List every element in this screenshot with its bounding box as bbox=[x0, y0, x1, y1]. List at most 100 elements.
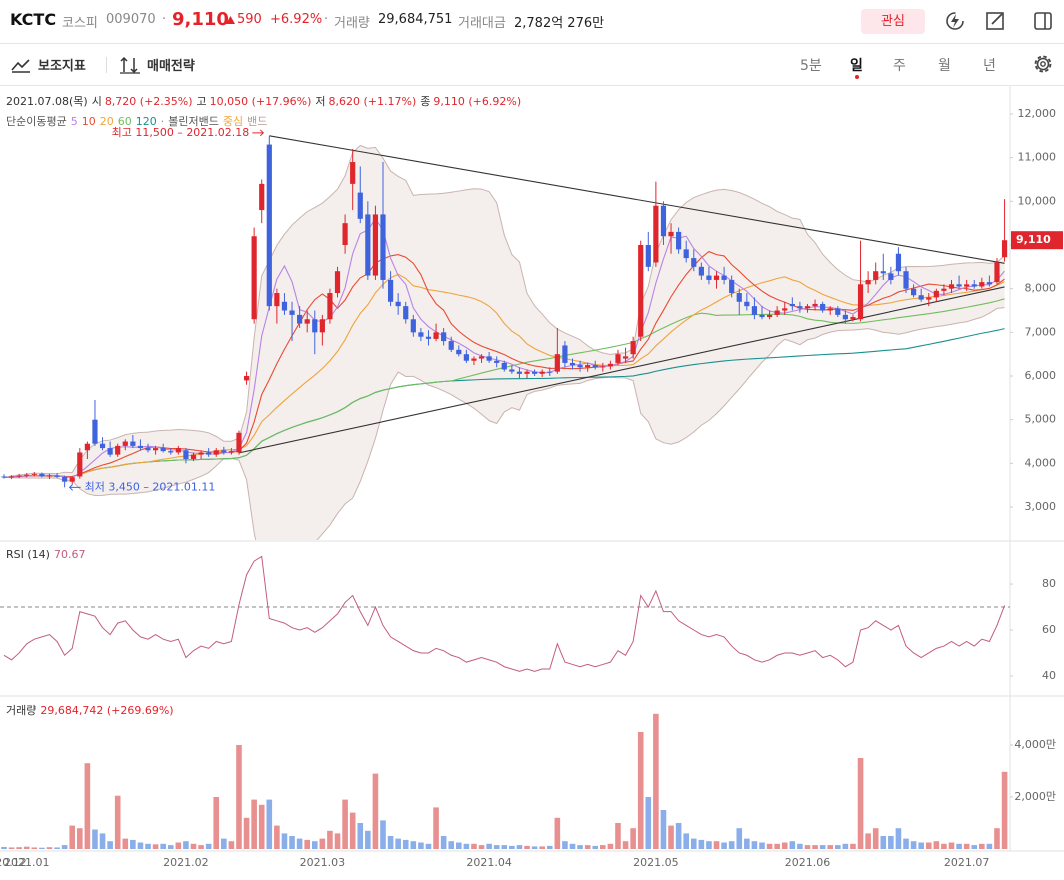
candle-body bbox=[228, 451, 234, 453]
candle-body bbox=[880, 271, 886, 274]
period-tab[interactable]: 월 bbox=[938, 58, 951, 74]
volume-bar bbox=[524, 845, 530, 850]
volume-bar bbox=[622, 841, 629, 850]
candle-body bbox=[350, 162, 356, 184]
candle-body bbox=[39, 473, 45, 477]
info-field-name: 시 bbox=[91, 95, 102, 108]
candle-body bbox=[107, 448, 113, 455]
high-annotation: 최고 11,500 – 2021.02.18 bbox=[112, 126, 250, 139]
volume-bar bbox=[577, 845, 583, 850]
y-tick-label: 60 bbox=[1042, 623, 1056, 636]
candle-body bbox=[713, 275, 720, 280]
candle-body bbox=[698, 266, 704, 276]
candle-body bbox=[365, 214, 371, 276]
volume-bar bbox=[160, 843, 166, 850]
volume-bar bbox=[850, 843, 856, 850]
candle-body bbox=[569, 362, 576, 366]
strategy-button[interactable]: 매매전략 bbox=[147, 59, 195, 74]
ma-label: 단순이동평균 bbox=[6, 115, 67, 128]
volume-bar bbox=[933, 841, 940, 850]
candle-body bbox=[221, 450, 227, 453]
volume-bar bbox=[334, 833, 341, 850]
period-tab[interactable]: 5분 bbox=[800, 58, 822, 74]
volume-bar bbox=[92, 829, 98, 850]
volume-bar bbox=[706, 841, 712, 850]
candle-body bbox=[986, 282, 992, 285]
volume-bar bbox=[569, 843, 576, 850]
trendline bbox=[269, 135, 1005, 264]
candle-body bbox=[759, 314, 765, 318]
candle-body bbox=[54, 475, 60, 477]
divider bbox=[106, 57, 107, 73]
volume-bar bbox=[281, 833, 288, 850]
candle-body bbox=[721, 275, 727, 280]
period-tab[interactable]: 주 bbox=[893, 58, 906, 74]
edit-icon[interactable] bbox=[984, 10, 1006, 32]
volume-bar bbox=[857, 758, 864, 850]
y-tick-label: 2,000만 bbox=[1014, 790, 1056, 803]
volume-bar bbox=[145, 843, 151, 850]
info-field-value: 8,720 (+2.35%) bbox=[104, 95, 193, 108]
volume-bar bbox=[372, 773, 379, 850]
volume-bar bbox=[114, 795, 121, 850]
low-annotation: 최저 3,450 – 2021.01.11 bbox=[85, 480, 216, 493]
volume-bar bbox=[221, 838, 227, 850]
volume-bar bbox=[948, 842, 955, 850]
lightning-icon[interactable] bbox=[944, 10, 966, 32]
volume-bar bbox=[865, 833, 871, 850]
candle-body bbox=[918, 295, 924, 300]
y-tick-label: 40 bbox=[1042, 669, 1056, 682]
candle-body bbox=[478, 356, 485, 359]
candle-body bbox=[92, 419, 98, 444]
y-tick-label: 3,000 bbox=[1025, 500, 1057, 513]
volume-bar bbox=[910, 841, 917, 850]
watch-button[interactable]: 관심 bbox=[861, 9, 925, 34]
separator: · bbox=[160, 115, 165, 128]
volume-bar bbox=[39, 847, 45, 850]
y-tick-label: 10,000 bbox=[1018, 194, 1057, 207]
volume-bar bbox=[539, 846, 545, 850]
indicator-button[interactable]: 보조지표 bbox=[38, 59, 86, 74]
settings-icon[interactable] bbox=[1032, 53, 1054, 75]
volume-bar bbox=[994, 828, 1000, 850]
candle-body bbox=[153, 448, 159, 451]
candle-body bbox=[948, 284, 955, 289]
volume-bar bbox=[819, 845, 826, 850]
volume-value: 29,684,742 (+269.69%) bbox=[40, 704, 174, 717]
candle-body bbox=[319, 319, 325, 333]
candle-body bbox=[168, 451, 174, 453]
candle-body bbox=[62, 476, 68, 482]
candle-body bbox=[524, 371, 530, 374]
candle-body bbox=[334, 271, 341, 294]
volume-bar bbox=[251, 799, 257, 850]
volume-bar bbox=[986, 843, 993, 850]
candle-body bbox=[971, 284, 977, 287]
candle-body bbox=[774, 310, 780, 315]
candle-body bbox=[911, 288, 917, 296]
ohlc-info: 2021.07.08(목) 시 8,720 (+2.35%) 고 10,050 (+17… bbox=[6, 93, 525, 109]
candle-body bbox=[251, 236, 257, 320]
ma-period: 120 bbox=[135, 115, 157, 128]
candle-body bbox=[494, 360, 500, 363]
volume-bar bbox=[69, 825, 76, 850]
info-field-name: 고 bbox=[196, 95, 207, 108]
volume-bar bbox=[493, 845, 500, 850]
x-tick-label: 2021.03 bbox=[300, 856, 346, 869]
candle-body bbox=[562, 345, 568, 363]
candle-body bbox=[820, 303, 826, 311]
period-tab[interactable]: 년 bbox=[983, 58, 996, 74]
separator: · bbox=[324, 12, 329, 27]
volume-bar bbox=[592, 845, 599, 850]
volume-bar bbox=[410, 841, 417, 850]
candle-body bbox=[865, 279, 871, 285]
period-tab[interactable]: 일 bbox=[850, 58, 863, 74]
candle-body bbox=[873, 271, 879, 280]
volume-bar bbox=[903, 838, 909, 850]
indicator-icon[interactable] bbox=[10, 56, 32, 74]
volume-bar bbox=[1001, 771, 1008, 850]
sidebar-icon[interactable] bbox=[1032, 10, 1054, 32]
strategy-icon[interactable] bbox=[118, 55, 142, 75]
volume-bar bbox=[675, 823, 682, 850]
x-tick-label: 2021.05 bbox=[633, 856, 679, 869]
volume-bar bbox=[660, 810, 667, 850]
